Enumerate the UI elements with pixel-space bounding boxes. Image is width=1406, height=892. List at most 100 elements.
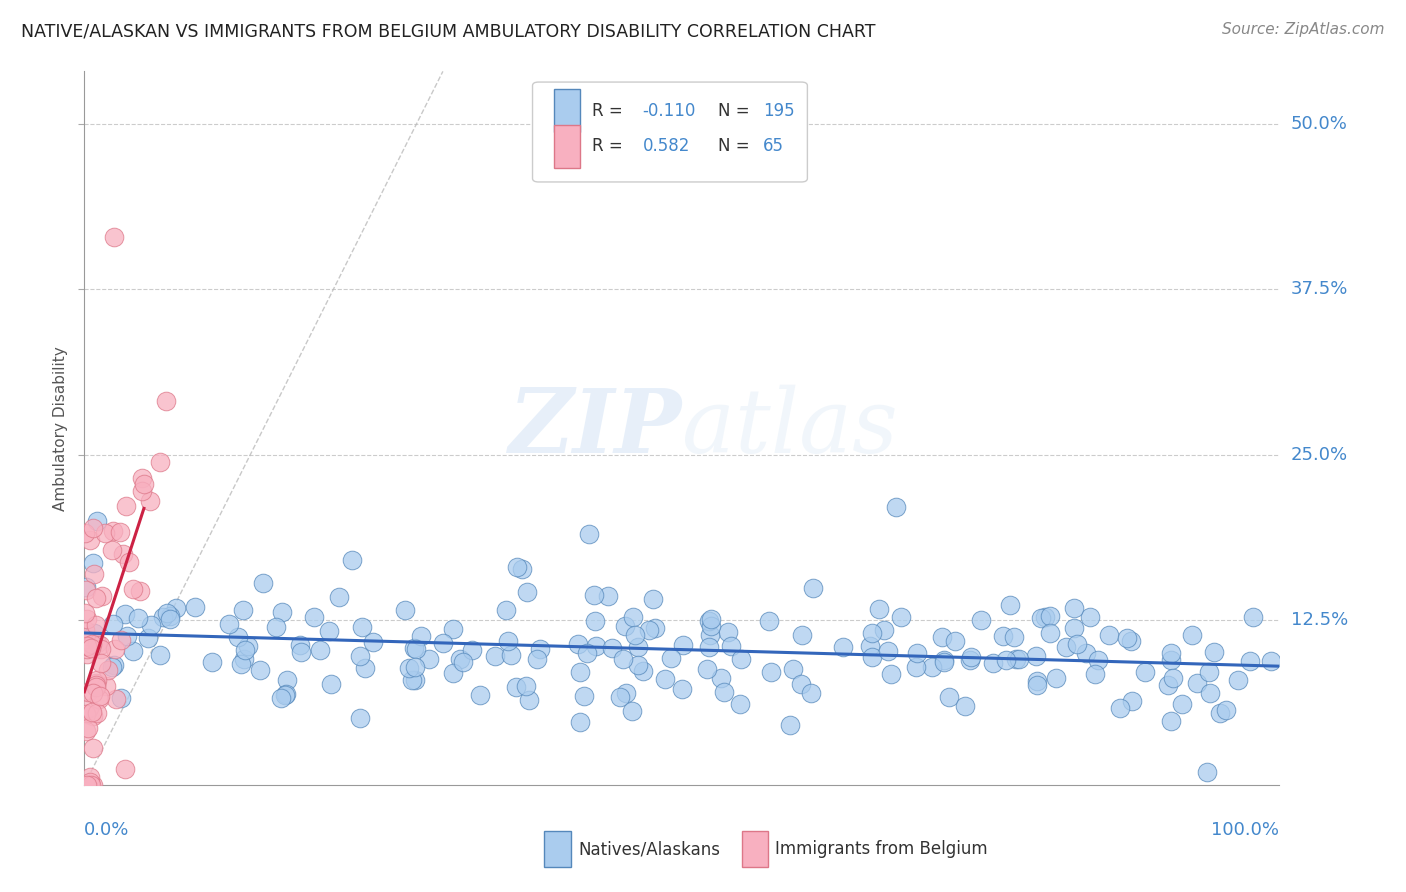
FancyBboxPatch shape [554, 125, 581, 168]
Point [155, 393, 177, 408]
Point [101, 617, 124, 632]
Point [1008, 652, 1031, 666]
Point [115, 499, 138, 513]
Point [1260, 654, 1282, 668]
Point [720, 639, 742, 653]
Point [696, 662, 718, 676]
Point [627, 640, 650, 654]
Point [401, 673, 423, 688]
Point [94, 525, 117, 540]
Point [101, 660, 124, 674]
Point [201, 655, 224, 669]
Text: 65: 65 [763, 137, 785, 155]
Point [75, 706, 97, 721]
Point [889, 610, 911, 624]
Point [288, 638, 311, 652]
Point [1025, 674, 1047, 689]
Point [641, 592, 664, 607]
Point [361, 635, 384, 649]
Text: 37.5%: 37.5% [1291, 280, 1348, 299]
Point [730, 652, 752, 666]
Point [761, 665, 783, 679]
Point [614, 686, 637, 700]
Point [484, 648, 506, 663]
Point [122, 582, 145, 596]
Point [627, 657, 650, 672]
Point [1029, 610, 1052, 624]
Point [309, 642, 332, 657]
Point [114, 762, 136, 776]
Point [943, 633, 966, 648]
Point [115, 629, 138, 643]
Point [75, 632, 97, 646]
Text: atlas: atlas [682, 384, 897, 472]
Point [868, 602, 890, 616]
Point [89, 638, 111, 652]
Point [495, 603, 517, 617]
Point [84, 677, 107, 691]
Point [583, 615, 606, 629]
Point [995, 653, 1018, 667]
Point [1002, 630, 1025, 644]
Point [1241, 609, 1264, 624]
Point [860, 649, 883, 664]
Point [226, 630, 249, 644]
Point [600, 640, 623, 655]
Point [319, 677, 342, 691]
Point [349, 649, 371, 664]
Point [84, 617, 107, 632]
Point [569, 714, 592, 729]
Point [1202, 645, 1225, 659]
FancyBboxPatch shape [554, 89, 581, 132]
Point [75, 583, 97, 598]
Point [404, 660, 426, 674]
Point [1054, 640, 1077, 655]
Point [700, 612, 723, 626]
Text: 50.0%: 50.0% [1291, 115, 1347, 133]
Point [82, 685, 104, 699]
Point [572, 689, 595, 703]
Point [505, 680, 527, 694]
Point [156, 606, 179, 620]
Point [621, 704, 644, 718]
Point [1226, 673, 1249, 688]
Point [129, 583, 152, 598]
Point [75, 724, 97, 739]
Text: 0.582: 0.582 [643, 137, 690, 155]
Point [1215, 703, 1237, 717]
Text: 25.0%: 25.0% [1291, 446, 1348, 464]
Point [505, 560, 527, 574]
Point [700, 619, 723, 633]
FancyBboxPatch shape [533, 82, 807, 182]
Point [1209, 706, 1232, 720]
Text: 195: 195 [763, 102, 794, 120]
Point [654, 672, 676, 686]
Point [790, 677, 813, 691]
Text: ZIP: ZIP [509, 385, 682, 471]
Text: NATIVE/ALASKAN VS IMMIGRANTS FROM BELGIUM AMBULATORY DISABILITY CORRELATION CHAR: NATIVE/ALASKAN VS IMMIGRANTS FROM BELGIU… [21, 22, 876, 40]
Point [236, 639, 259, 653]
Point [932, 653, 955, 667]
Point [526, 651, 548, 665]
Point [264, 620, 287, 634]
Point [349, 711, 371, 725]
Point [152, 609, 174, 624]
Point [905, 659, 928, 673]
Point [779, 718, 801, 732]
Point [1074, 646, 1097, 660]
Point [418, 651, 440, 665]
Point [90, 656, 112, 670]
Point [1160, 653, 1182, 667]
Point [578, 527, 600, 541]
Point [103, 658, 125, 673]
Point [82, 778, 104, 792]
Point [1000, 599, 1022, 613]
Point [697, 640, 720, 655]
Point [510, 562, 533, 576]
Point [931, 630, 953, 644]
Point [101, 543, 124, 558]
Point [1097, 627, 1119, 641]
Point [75, 580, 97, 594]
Point [672, 638, 695, 652]
Point [697, 614, 720, 628]
